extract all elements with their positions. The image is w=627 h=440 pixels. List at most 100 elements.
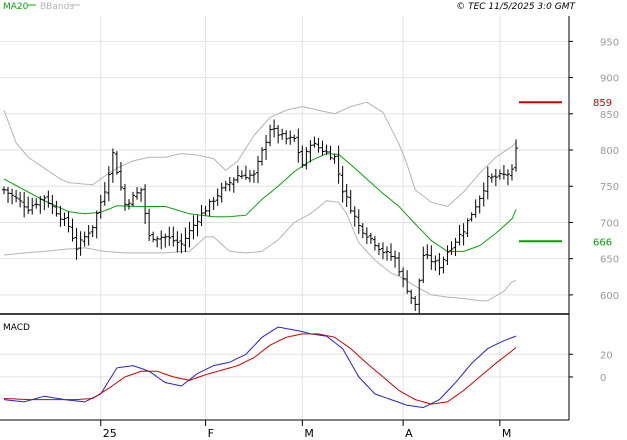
- ohlc-bar: [167, 226, 172, 246]
- ohlc-bar: [280, 128, 285, 140]
- ohlc-bar: [66, 211, 71, 233]
- macd-y-axis: 20 0: [569, 350, 613, 384]
- ohlc-bar: [199, 205, 204, 227]
- ohlc-bar: [405, 270, 410, 294]
- ohlc-bar: [22, 191, 27, 218]
- macd-panel: MACD 20 0: [0, 318, 613, 420]
- ohlc-bar: [143, 184, 148, 224]
- price-y-tick-label: 600: [600, 291, 619, 302]
- ohlc-bar: [445, 245, 450, 266]
- ohlc-bar: [90, 225, 95, 238]
- annotation-label: 666: [593, 237, 612, 248]
- ohlc-bar: [70, 218, 75, 242]
- ohlc-bar: [211, 197, 216, 210]
- ohlc-bar: [131, 191, 136, 207]
- ohlc-bar: [328, 145, 333, 160]
- ohlc-bar: [485, 166, 490, 200]
- ohlc-bar: [312, 136, 317, 148]
- ohlc-bar: [300, 145, 305, 168]
- ohlc-bar: [417, 278, 422, 314]
- price-plot-area: [0, 16, 569, 313]
- ohlc-bar: [18, 191, 23, 208]
- ohlc-bar: [54, 200, 59, 217]
- price-y-tick-label: 700: [600, 218, 619, 229]
- ohlc-bar: [6, 187, 11, 204]
- ohlc-bar: [477, 195, 482, 214]
- ohlc-bar: [437, 253, 442, 276]
- ohlc-bar: [409, 289, 414, 304]
- ohlc-bar: [372, 236, 377, 251]
- ohlc-bar: [264, 134, 269, 160]
- ohlc-bar: [368, 232, 373, 244]
- ohlc-bar: [62, 212, 67, 227]
- ohlc-bar: [151, 231, 156, 243]
- ohlc-bar: [384, 246, 389, 261]
- ohlc-bar: [135, 187, 140, 200]
- ohlc-bar: [102, 182, 107, 206]
- ohlc-bar: [251, 169, 256, 183]
- ohlc-bar: [421, 246, 426, 284]
- price-y-tick-label: 850: [600, 110, 619, 121]
- ohlc-bar: [155, 236, 160, 248]
- ohlc-bar: [179, 233, 184, 254]
- ohlc-bar: [171, 226, 176, 247]
- ohlc-bar: [360, 223, 365, 239]
- ma20-line: [3, 153, 517, 252]
- ohlc-bar: [364, 227, 369, 244]
- ohlc-bar: [425, 244, 430, 260]
- ohlc-bar: [393, 250, 398, 268]
- ohlc-bar: [215, 188, 220, 206]
- ohlc-bar: [10, 188, 15, 205]
- ohlc-bar: [239, 170, 244, 179]
- ohlc-bar: [449, 241, 454, 256]
- ohlc-bar: [243, 165, 248, 180]
- ohlc-bar: [380, 242, 385, 260]
- macd-line: [3, 326, 517, 409]
- ohlc-bar: [30, 197, 35, 215]
- ohlc-bar: [348, 189, 353, 214]
- price-y-tick-label: 800: [600, 146, 619, 157]
- ohlc-bar: [227, 177, 232, 192]
- ohlc-bar: [489, 173, 494, 183]
- ohlc-bar: [276, 124, 281, 144]
- ohlc-bar: [352, 206, 357, 227]
- ohlc-bar: [139, 187, 144, 202]
- macd-y-tick-label: 0: [600, 373, 606, 384]
- ohlc-bar: [292, 134, 297, 142]
- ohlc-bar: [247, 169, 252, 183]
- ohlc-bar: [159, 230, 164, 250]
- ohlc-bars: [2, 119, 518, 314]
- x-tick-label: A: [405, 427, 413, 440]
- ohlc-bar: [94, 210, 99, 239]
- ohlc-bar: [203, 205, 208, 216]
- ohlc-bar: [38, 196, 43, 214]
- ohlc-bar: [195, 215, 200, 237]
- ohlc-bar: [126, 199, 131, 210]
- ohlc-bar: [457, 224, 462, 246]
- price-y-axis: 950 900 850 800 750 700 650 600: [569, 37, 619, 302]
- price-y-tick-label: 650: [600, 255, 619, 266]
- ohlc-bar: [514, 139, 518, 172]
- x-axis: 25 F M A M: [100, 420, 512, 440]
- ohlc-bar: [493, 168, 498, 187]
- macd-label: MACD: [3, 323, 30, 333]
- legend: MA20 BBands: [3, 2, 80, 12]
- price-y-tick-label: 750: [600, 182, 619, 193]
- ohlc-bar: [308, 140, 313, 163]
- ohlc-bar: [497, 169, 502, 180]
- ohlc-bar: [50, 194, 55, 215]
- ohlc-bar: [401, 267, 406, 288]
- bollinger-upper-line: [3, 101, 517, 208]
- ohlc-bar: [163, 233, 168, 248]
- ohlc-bar: [183, 227, 188, 253]
- ohlc-bar: [288, 130, 293, 145]
- x-tick-label: M: [502, 427, 512, 440]
- macd-grid: [0, 318, 569, 420]
- ohlc-bar: [58, 205, 63, 227]
- price-annotations: 859 666: [519, 98, 612, 248]
- ohlc-bar: [296, 128, 301, 163]
- ohlc-bar: [78, 231, 83, 256]
- ohlc-bar: [268, 124, 273, 147]
- ohlc-bar: [332, 153, 337, 164]
- ohlc-bar: [481, 182, 486, 207]
